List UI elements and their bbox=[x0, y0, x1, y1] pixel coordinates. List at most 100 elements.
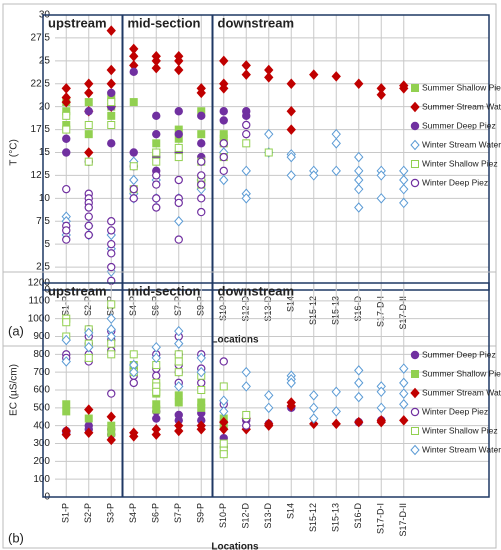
point bbox=[197, 386, 206, 394]
point bbox=[219, 152, 228, 162]
point bbox=[286, 151, 296, 163]
point bbox=[174, 338, 184, 349]
point bbox=[309, 170, 319, 181]
point bbox=[354, 174, 364, 186]
point bbox=[152, 171, 161, 180]
point bbox=[174, 398, 183, 407]
point bbox=[399, 174, 409, 186]
point bbox=[264, 128, 274, 140]
point bbox=[331, 165, 341, 177]
point bbox=[174, 325, 184, 337]
point bbox=[197, 111, 206, 121]
x-tick-label: S13-D bbox=[263, 296, 273, 322]
region-label: mid-section bbox=[128, 283, 201, 298]
point bbox=[241, 60, 251, 71]
point bbox=[61, 356, 71, 367]
legend-swatch bbox=[411, 160, 419, 168]
y-tick-label: 22.5 bbox=[31, 78, 51, 89]
y-tick-label: 600 bbox=[33, 385, 50, 396]
point bbox=[174, 350, 183, 359]
point bbox=[174, 235, 183, 244]
point bbox=[62, 134, 71, 143]
point bbox=[107, 350, 116, 359]
point bbox=[152, 139, 161, 148]
point bbox=[241, 381, 251, 392]
point bbox=[84, 327, 94, 339]
point bbox=[309, 418, 319, 430]
point bbox=[219, 116, 228, 125]
point bbox=[197, 194, 206, 203]
point bbox=[62, 184, 71, 194]
point bbox=[107, 249, 116, 258]
point bbox=[107, 421, 116, 430]
point bbox=[197, 180, 206, 189]
y-tick-label: 200 bbox=[33, 456, 50, 467]
plot-frame bbox=[42, 14, 490, 291]
point bbox=[196, 366, 206, 378]
y-tick-label: 900 bbox=[33, 331, 50, 342]
y-tick-label: 15 bbox=[39, 147, 51, 158]
legend-swatch bbox=[410, 178, 420, 188]
point bbox=[84, 203, 93, 212]
legend-label: Summer Shallow Piez bbox=[422, 82, 501, 92]
legend-swatch bbox=[410, 101, 420, 113]
point bbox=[219, 439, 228, 448]
legend-label: Summer Stream Water bbox=[422, 101, 501, 111]
point bbox=[242, 410, 251, 419]
point bbox=[151, 352, 161, 364]
y-tick-label: 20 bbox=[39, 101, 51, 112]
region-label: mid-section bbox=[128, 15, 201, 30]
point bbox=[399, 165, 409, 177]
point bbox=[107, 300, 116, 309]
point bbox=[241, 366, 251, 378]
x-tick-label: S17-D-II bbox=[398, 296, 408, 330]
point bbox=[107, 226, 116, 235]
legend-swatch bbox=[411, 84, 419, 92]
point bbox=[61, 96, 71, 108]
point bbox=[61, 429, 71, 440]
region-label: upstream bbox=[48, 15, 107, 30]
legend-swatch bbox=[411, 427, 419, 435]
x-tick-label: S9-P bbox=[196, 503, 206, 523]
point bbox=[219, 55, 229, 67]
x-tick-label: S15-13 bbox=[331, 503, 341, 532]
point bbox=[174, 107, 183, 116]
point bbox=[174, 425, 184, 437]
x-tick-label: S15-12 bbox=[308, 296, 318, 325]
point bbox=[129, 366, 139, 378]
point bbox=[62, 407, 71, 416]
legend-label: Winter Deep Piez bbox=[422, 177, 488, 187]
point bbox=[62, 125, 71, 134]
point bbox=[399, 399, 409, 410]
y-tick-label: 10 bbox=[39, 193, 51, 204]
point bbox=[331, 71, 341, 82]
x-tick-label: S2-P bbox=[83, 503, 93, 523]
point bbox=[106, 64, 116, 76]
point bbox=[354, 78, 364, 90]
point bbox=[62, 111, 71, 120]
point bbox=[174, 215, 184, 227]
point bbox=[152, 371, 161, 380]
point bbox=[129, 174, 139, 186]
point bbox=[107, 111, 116, 120]
point bbox=[84, 353, 93, 362]
point bbox=[376, 416, 386, 428]
point bbox=[106, 313, 116, 324]
point bbox=[151, 62, 161, 74]
point bbox=[152, 387, 161, 396]
point bbox=[197, 130, 206, 139]
legend-label: Winter Shallow Piez bbox=[422, 425, 498, 435]
point bbox=[84, 414, 93, 423]
point bbox=[241, 165, 251, 177]
y-tick-label: 100 bbox=[33, 474, 50, 485]
point bbox=[84, 107, 93, 116]
point bbox=[107, 217, 116, 226]
point bbox=[399, 415, 409, 426]
y-tick-label: 500 bbox=[33, 402, 50, 413]
panel-frame bbox=[2, 271, 497, 549]
point bbox=[152, 180, 161, 189]
point bbox=[242, 120, 251, 130]
point bbox=[196, 352, 206, 364]
point bbox=[197, 171, 206, 180]
